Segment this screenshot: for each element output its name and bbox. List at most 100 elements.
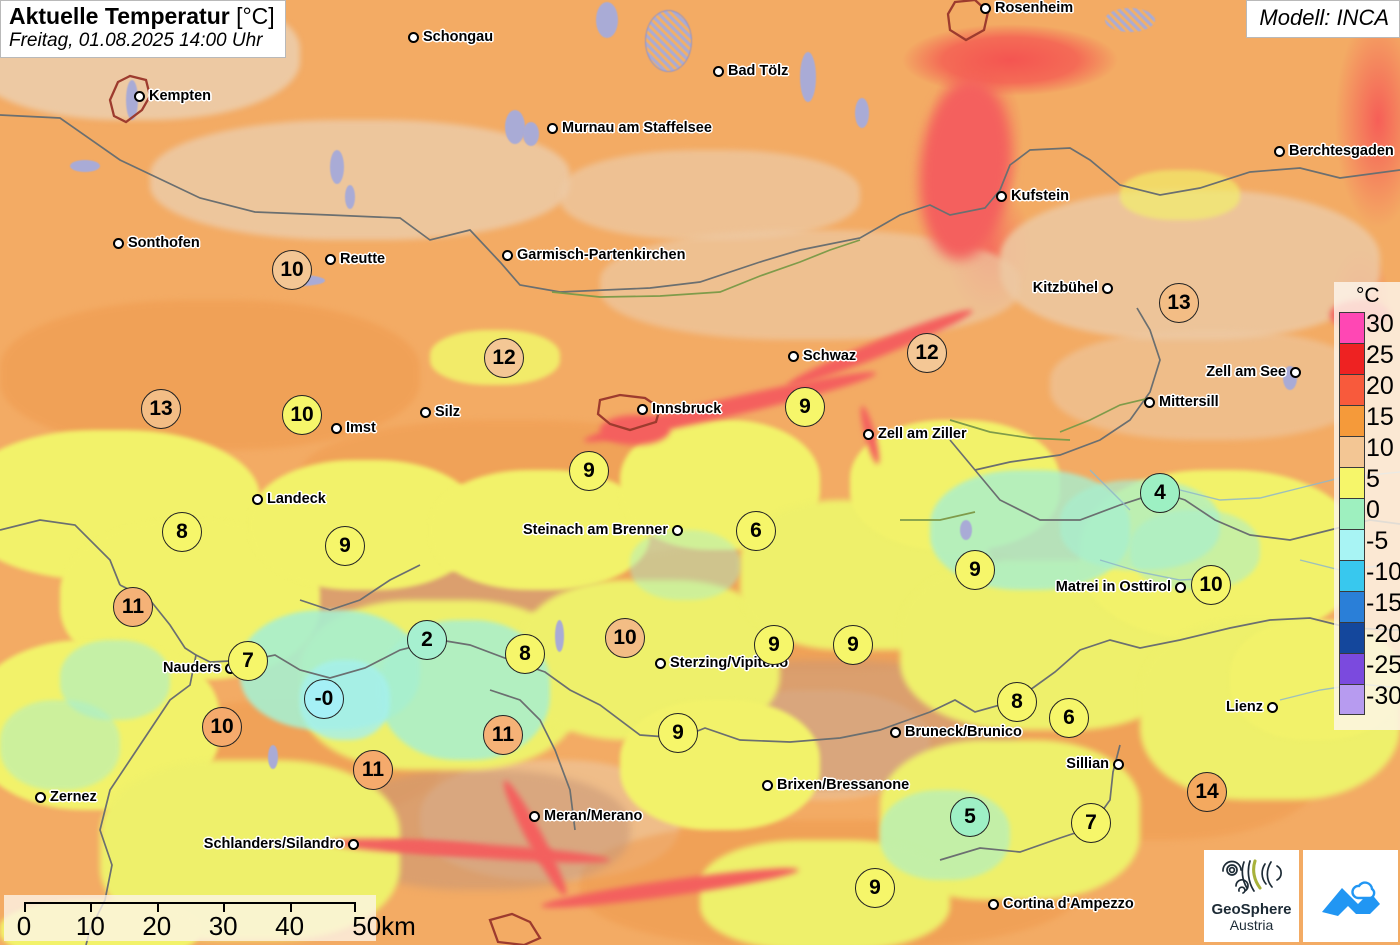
temperature-station-marker[interactable]: 7	[1071, 803, 1111, 843]
temperature-station-marker[interactable]: 10	[202, 707, 242, 747]
city-marker: Schwaz	[788, 348, 856, 364]
city-name: Reutte	[340, 251, 386, 267]
temperature-station-marker[interactable]: 4	[1140, 473, 1180, 513]
legend-tick-labels: 30 25 20 15 10 5 0 -5 -10 -15 -20 -25 -30	[1366, 312, 1400, 715]
legend-tick-label: 20	[1366, 372, 1394, 400]
temperature-station-marker[interactable]: 7	[228, 641, 268, 681]
temperature-station-marker[interactable]: 9	[833, 625, 873, 665]
legend-swatch	[1339, 312, 1365, 343]
city-dot-icon	[331, 422, 342, 434]
legend-swatch	[1339, 374, 1365, 405]
temperature-station-marker[interactable]: 5	[950, 797, 990, 837]
city-name: Imst	[346, 420, 376, 436]
temperature-station-marker[interactable]: 14	[1187, 772, 1227, 812]
temperature-station-marker[interactable]: 11	[113, 587, 153, 627]
mountain-cloud-icon	[1321, 881, 1380, 916]
city-marker: Lienz	[1226, 699, 1278, 715]
legend-swatch	[1339, 405, 1365, 436]
city-dot-icon	[713, 65, 724, 77]
temperature-station-marker[interactable]: 8	[162, 512, 202, 552]
city-name: Bruneck/Brunico	[905, 724, 1022, 740]
title-unit: [°C]	[236, 3, 275, 29]
station-temperature-value: 6	[1063, 706, 1075, 729]
temperature-station-marker[interactable]: 10	[605, 618, 645, 658]
city-dot-icon	[35, 791, 46, 803]
city-name: Sterzing/Vipiteno	[670, 655, 789, 671]
legend-tick-label: -15	[1366, 589, 1400, 617]
page-title: Aktuelle Temperatur [°C]	[9, 3, 275, 30]
temperature-station-marker[interactable]: 11	[353, 750, 393, 790]
logo-group: GeoSphere Austria	[1204, 850, 1398, 942]
city-dot-icon	[408, 31, 419, 43]
city-name: Schlanders/Silandro	[203, 836, 344, 852]
temperature-station-marker[interactable]: 10	[1191, 565, 1231, 605]
city-dot-icon	[788, 350, 799, 362]
city-name: Bad Tölz	[728, 63, 789, 79]
city-marker: Landeck	[252, 491, 326, 507]
temperature-station-marker[interactable]: 2	[407, 620, 447, 660]
city-marker: Rosenheim	[980, 0, 1073, 16]
temperature-station-marker[interactable]: 9	[658, 713, 698, 753]
station-temperature-value: 9	[799, 395, 811, 418]
city-marker: Silz	[420, 404, 460, 420]
city-name: Steinach am Brenner	[522, 522, 668, 538]
legend-swatch	[1339, 467, 1365, 498]
temperature-station-marker[interactable]: -0	[304, 679, 344, 719]
scale-label: 10	[75, 911, 105, 941]
station-temperature-value: 8	[519, 642, 531, 665]
temperature-station-marker[interactable]: 6	[736, 511, 776, 551]
geosphere-logo: GeoSphere Austria	[1204, 850, 1299, 942]
city-dot-icon	[547, 122, 558, 134]
city-name: Cortina d'Ampezzo	[1003, 896, 1134, 912]
city-marker: Innsbruck	[637, 401, 721, 417]
city-dot-icon	[655, 657, 666, 669]
scale-rule	[24, 902, 356, 912]
temperature-station-marker[interactable]: 9	[569, 451, 609, 491]
station-temperature-value: 8	[1011, 690, 1023, 713]
temperature-station-marker[interactable]: 9	[325, 526, 365, 566]
city-marker: Mittersill	[1144, 394, 1219, 410]
legend-unit-label: °C	[1356, 284, 1380, 307]
city-dot-icon	[1113, 758, 1124, 770]
scale-label: 30	[208, 911, 238, 941]
city-name: Silz	[435, 404, 460, 420]
legend-tick-label: 25	[1366, 341, 1394, 369]
city-dot-icon	[1144, 396, 1155, 408]
city-dot-icon	[672, 524, 683, 536]
legend-tick-label: 30	[1366, 310, 1394, 338]
temperature-station-marker[interactable]: 9	[955, 550, 995, 590]
temperature-station-marker[interactable]: 12	[484, 338, 524, 378]
temperature-station-marker[interactable]: 9	[785, 387, 825, 427]
city-marker: Kitzbühel	[1033, 280, 1113, 296]
temperature-station-marker[interactable]: 12	[907, 333, 947, 373]
city-marker: Garmisch-Partenkirchen	[502, 247, 685, 263]
city-dot-icon	[529, 810, 540, 822]
temperature-station-marker[interactable]: 13	[1159, 283, 1199, 323]
city-name: Meran/Merano	[544, 808, 643, 824]
temperature-station-marker[interactable]: 13	[141, 389, 181, 429]
city-name: Mittersill	[1159, 394, 1219, 410]
model-label: Modell: INCA	[1259, 5, 1389, 30]
map-title-box: Aktuelle Temperatur [°C] Freitag, 01.08.…	[0, 0, 286, 58]
city-dot-icon	[980, 2, 991, 14]
station-temperature-value: 9	[768, 633, 780, 656]
temperature-station-marker[interactable]: 6	[1049, 698, 1089, 738]
temperature-legend: °C 30 25 20 15 10 5 0 -5 -10 -15 -20 -25 -30	[1334, 282, 1400, 730]
temperature-station-marker[interactable]: 10	[282, 395, 322, 435]
scale-tick-mark	[90, 902, 93, 912]
city-dot-icon	[1267, 701, 1278, 713]
city-marker: Bruneck/Brunico	[890, 724, 1022, 740]
scale-label: 0	[16, 911, 32, 941]
geosphere-sub: Austria	[1229, 917, 1274, 934]
temperature-station-marker[interactable]: 11	[483, 715, 523, 755]
geosphere-name: GeoSphere	[1211, 901, 1292, 919]
temperature-station-marker[interactable]: 9	[754, 625, 794, 665]
station-temperature-value: 10	[290, 403, 314, 426]
temperature-station-marker[interactable]: 8	[505, 634, 545, 674]
temperature-station-marker[interactable]: 8	[997, 682, 1037, 722]
city-dot-icon	[637, 403, 648, 415]
temperature-station-marker[interactable]: 9	[855, 868, 895, 908]
temperature-station-marker[interactable]: 10	[272, 250, 312, 290]
city-marker: Zell am See	[1206, 364, 1301, 380]
